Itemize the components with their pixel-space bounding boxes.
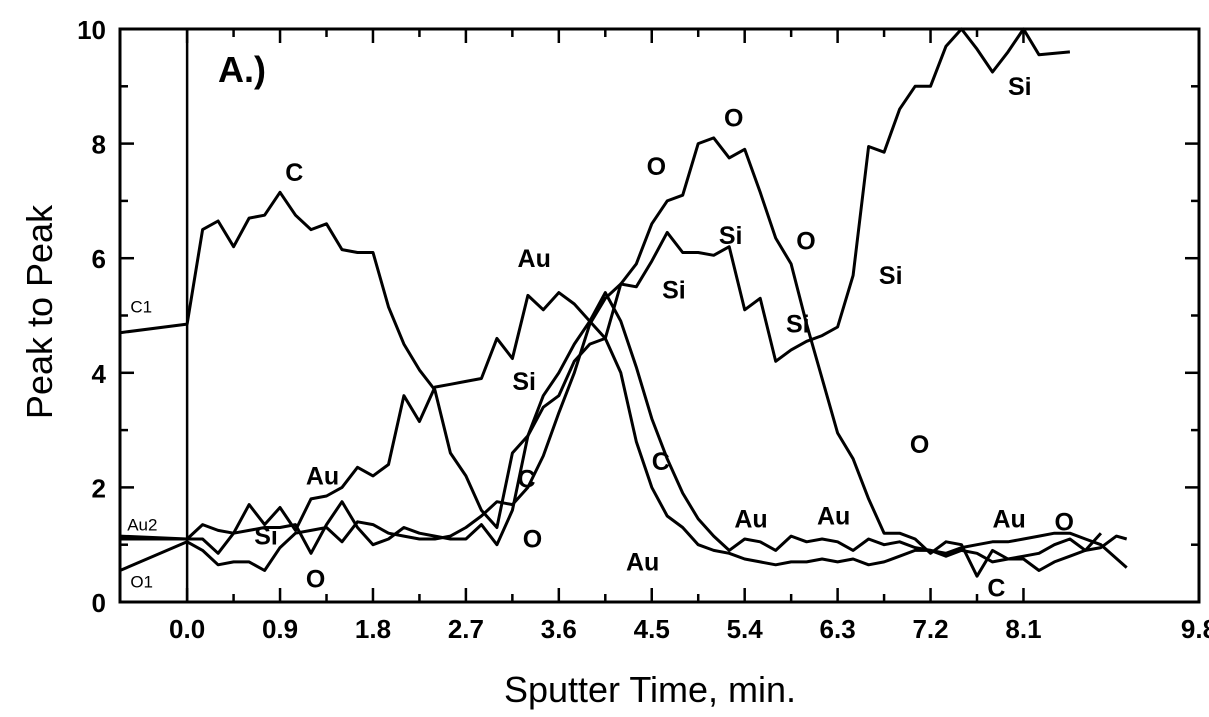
series-annotation: Au xyxy=(817,503,850,531)
series-annotation: O xyxy=(910,431,929,459)
series-line-o xyxy=(119,136,1103,578)
x-tick-label: 9.8 xyxy=(1181,614,1209,644)
panel-label: A.) xyxy=(218,49,266,90)
series-annotation: Au xyxy=(306,463,339,491)
series-annotation: O xyxy=(796,228,815,256)
series-annotation: Si xyxy=(879,262,903,290)
series-annotation: Si xyxy=(662,276,686,304)
y-tick-label: 2 xyxy=(92,473,106,503)
y-axis-title: Peak to Peak xyxy=(19,204,60,419)
series-annotation: Au xyxy=(518,245,551,273)
series-annotation: O xyxy=(1054,508,1073,536)
series-annotation: Si xyxy=(786,311,810,339)
series-annotation: C xyxy=(987,574,1005,602)
series-line-si xyxy=(120,27,1071,555)
series-annotation: C xyxy=(652,448,670,476)
series-annotation: Au xyxy=(992,506,1025,534)
series-annotation: O1 xyxy=(130,573,153,592)
x-tick-label: 5.4 xyxy=(727,614,764,644)
series-annotation: Au xyxy=(626,548,659,576)
x-tick-label: 1.8 xyxy=(355,614,391,644)
x-tick-label: 3.6 xyxy=(541,614,577,644)
series-annotation: O xyxy=(724,104,743,132)
series-annotation: O xyxy=(647,153,666,181)
series-annotation: O xyxy=(523,526,542,554)
series-annotation: Si xyxy=(254,523,278,551)
series-line-c xyxy=(119,190,1128,572)
series-line-au xyxy=(119,291,1128,569)
series-annotation: Si xyxy=(1008,73,1032,101)
x-tick-label: 8.1 xyxy=(1005,614,1041,644)
y-tick-label: 0 xyxy=(92,588,106,618)
series-annotation: Au2 xyxy=(127,515,157,534)
x-tick-label: 7.2 xyxy=(912,614,948,644)
x-tick-label: 6.3 xyxy=(820,614,856,644)
x-tick-label: 2.7 xyxy=(448,614,484,644)
series-annotation: O xyxy=(306,566,325,594)
series-annotation: C1 xyxy=(130,298,152,317)
series-annotation: Si xyxy=(719,222,743,250)
series-annotation: Si xyxy=(512,368,536,396)
y-tick-label: 4 xyxy=(92,359,107,389)
x-tick-label: 4.5 xyxy=(634,614,670,644)
series-annotation: Au xyxy=(734,506,767,534)
y-tick-label: 6 xyxy=(92,244,106,274)
plot-frame xyxy=(118,27,1201,604)
x-tick-label: 0.0 xyxy=(169,614,205,644)
y-tick-label: 10 xyxy=(77,15,106,45)
series-annotation: C xyxy=(285,159,303,187)
y-tick-label: 8 xyxy=(92,130,106,160)
x-axis-title: Sputter Time, min. xyxy=(504,669,796,710)
x-tick-label: 0.9 xyxy=(262,614,298,644)
series-annotation: C xyxy=(518,465,536,493)
